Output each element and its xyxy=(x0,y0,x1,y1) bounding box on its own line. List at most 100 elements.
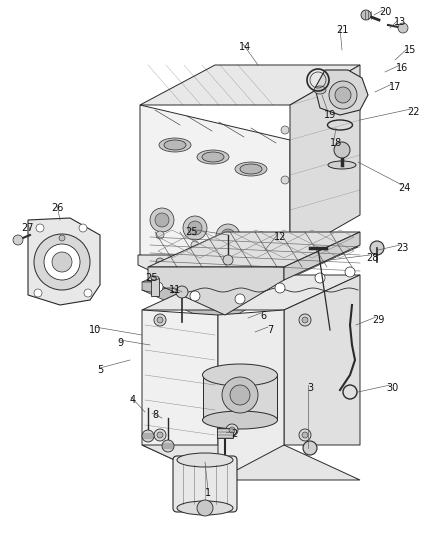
Circle shape xyxy=(142,430,154,442)
Text: 11: 11 xyxy=(169,285,181,295)
Polygon shape xyxy=(140,65,360,105)
Polygon shape xyxy=(142,275,360,310)
Circle shape xyxy=(281,126,289,134)
Circle shape xyxy=(229,427,235,433)
Text: 1: 1 xyxy=(205,488,211,498)
Text: 19: 19 xyxy=(324,110,336,120)
Text: 25: 25 xyxy=(186,227,198,237)
Text: 23: 23 xyxy=(396,243,408,253)
Text: 26: 26 xyxy=(51,203,63,213)
Text: 28: 28 xyxy=(366,253,378,263)
Circle shape xyxy=(345,267,355,277)
Circle shape xyxy=(370,241,384,255)
Text: 5: 5 xyxy=(97,365,103,375)
Ellipse shape xyxy=(202,152,224,162)
Circle shape xyxy=(299,314,311,326)
Circle shape xyxy=(34,234,90,290)
Text: 18: 18 xyxy=(330,138,342,148)
Circle shape xyxy=(157,432,163,438)
Text: 29: 29 xyxy=(372,315,384,325)
Circle shape xyxy=(191,241,199,249)
Circle shape xyxy=(84,289,92,297)
Polygon shape xyxy=(148,232,360,267)
Text: 8: 8 xyxy=(152,410,158,420)
Circle shape xyxy=(36,224,44,232)
Polygon shape xyxy=(151,278,159,296)
Circle shape xyxy=(150,208,174,232)
Ellipse shape xyxy=(159,138,191,152)
Polygon shape xyxy=(284,232,360,280)
Ellipse shape xyxy=(151,276,159,280)
Circle shape xyxy=(52,252,72,272)
Circle shape xyxy=(176,286,188,298)
Circle shape xyxy=(281,238,289,246)
Polygon shape xyxy=(138,255,292,300)
Text: 17: 17 xyxy=(389,82,401,92)
Polygon shape xyxy=(142,310,218,480)
Polygon shape xyxy=(142,282,282,325)
Circle shape xyxy=(275,283,285,293)
Circle shape xyxy=(162,440,174,452)
Circle shape xyxy=(155,213,169,227)
Circle shape xyxy=(222,377,258,413)
Circle shape xyxy=(13,235,23,245)
Text: 14: 14 xyxy=(239,42,251,52)
Circle shape xyxy=(153,282,163,292)
Circle shape xyxy=(251,246,259,254)
Circle shape xyxy=(157,317,163,323)
Ellipse shape xyxy=(197,150,229,164)
FancyBboxPatch shape xyxy=(173,456,237,512)
Ellipse shape xyxy=(202,364,278,386)
Circle shape xyxy=(299,429,311,441)
Circle shape xyxy=(303,441,317,455)
Text: 30: 30 xyxy=(386,383,398,393)
Circle shape xyxy=(246,278,254,286)
Text: 3: 3 xyxy=(307,383,313,393)
Circle shape xyxy=(154,429,166,441)
Circle shape xyxy=(79,224,87,232)
Polygon shape xyxy=(218,310,284,480)
Polygon shape xyxy=(142,247,358,282)
Polygon shape xyxy=(28,218,100,305)
Circle shape xyxy=(276,268,284,276)
Ellipse shape xyxy=(164,140,186,150)
Text: 27: 27 xyxy=(22,223,34,233)
Circle shape xyxy=(154,314,166,326)
Circle shape xyxy=(230,385,250,405)
Polygon shape xyxy=(142,445,360,480)
Text: 6: 6 xyxy=(260,311,266,321)
Circle shape xyxy=(302,432,308,438)
Circle shape xyxy=(183,216,207,240)
Ellipse shape xyxy=(240,164,262,174)
Circle shape xyxy=(34,289,42,297)
Polygon shape xyxy=(217,428,233,438)
Text: 7: 7 xyxy=(267,325,273,335)
Text: 9: 9 xyxy=(117,338,123,348)
Circle shape xyxy=(361,10,371,20)
Circle shape xyxy=(398,23,408,33)
Text: 24: 24 xyxy=(398,183,410,193)
Ellipse shape xyxy=(328,161,356,169)
Text: 2: 2 xyxy=(231,429,237,439)
Circle shape xyxy=(254,237,268,251)
Ellipse shape xyxy=(235,162,267,176)
Circle shape xyxy=(188,221,202,235)
Ellipse shape xyxy=(202,411,278,429)
Circle shape xyxy=(335,87,351,103)
Circle shape xyxy=(329,81,357,109)
Circle shape xyxy=(226,424,238,436)
Polygon shape xyxy=(315,70,368,115)
Text: 4: 4 xyxy=(130,395,136,405)
Text: 12: 12 xyxy=(274,232,286,242)
Ellipse shape xyxy=(177,453,233,467)
Polygon shape xyxy=(148,267,284,315)
Text: 25: 25 xyxy=(146,273,158,283)
Circle shape xyxy=(156,258,164,266)
Text: 13: 13 xyxy=(394,17,406,27)
Circle shape xyxy=(223,255,233,265)
Text: 16: 16 xyxy=(396,63,408,73)
Text: 15: 15 xyxy=(404,45,416,55)
Text: 20: 20 xyxy=(379,7,391,17)
Circle shape xyxy=(44,244,80,280)
Circle shape xyxy=(216,224,240,248)
